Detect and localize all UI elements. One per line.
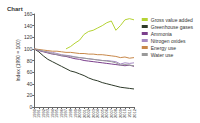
svg-text:1994: 1994 bbox=[49, 109, 55, 118]
svg-text:2004: 2004 bbox=[95, 109, 101, 118]
svg-text:1993: 1993 bbox=[45, 109, 51, 118]
svg-text:2010: 2010 bbox=[122, 109, 128, 118]
svg-text:20: 20 bbox=[27, 92, 33, 98]
svg-text:1997: 1997 bbox=[63, 109, 69, 118]
svg-text:1992: 1992 bbox=[40, 109, 46, 118]
svg-text:2000: 2000 bbox=[77, 109, 83, 118]
svg-text:Gross value added: Gross value added bbox=[151, 17, 193, 23]
svg-text:2011: 2011 bbox=[127, 109, 132, 118]
svg-text:140: 140 bbox=[24, 23, 33, 29]
svg-text:1991: 1991 bbox=[36, 109, 42, 118]
svg-text:Water use: Water use bbox=[151, 52, 174, 58]
svg-text:2006: 2006 bbox=[104, 109, 110, 118]
svg-text:2009: 2009 bbox=[117, 109, 123, 118]
svg-text:Nitrogen oxides: Nitrogen oxides bbox=[151, 38, 186, 44]
svg-text:0: 0 bbox=[29, 104, 33, 110]
svg-text:2003: 2003 bbox=[90, 109, 96, 118]
svg-text:160: 160 bbox=[24, 11, 33, 17]
svg-text:2001: 2001 bbox=[81, 109, 87, 118]
svg-text:1999: 1999 bbox=[72, 109, 78, 118]
svg-text:2002: 2002 bbox=[86, 109, 92, 118]
svg-text:120: 120 bbox=[24, 34, 33, 40]
svg-text:2007: 2007 bbox=[108, 109, 114, 118]
svg-text:2012: 2012 bbox=[132, 108, 137, 118]
svg-text:1995: 1995 bbox=[54, 109, 60, 118]
svg-text:2008: 2008 bbox=[113, 109, 119, 118]
svg-text:1996: 1996 bbox=[58, 109, 64, 118]
svg-text:2005: 2005 bbox=[99, 109, 105, 118]
svg-text:Greenhouse gases: Greenhouse gases bbox=[151, 24, 194, 30]
svg-text:1990: 1990 bbox=[31, 109, 37, 118]
svg-text:100: 100 bbox=[24, 46, 33, 52]
svg-text:Chart: Chart bbox=[7, 6, 23, 12]
svg-text:Index (1990 = 100): Index (1990 = 100) bbox=[15, 39, 21, 81]
svg-text:80: 80 bbox=[27, 58, 33, 64]
svg-text:60: 60 bbox=[27, 69, 33, 75]
svg-text:Energy use: Energy use bbox=[151, 45, 177, 51]
svg-text:40: 40 bbox=[27, 81, 33, 87]
svg-text:1998: 1998 bbox=[68, 109, 73, 118]
svg-text:Ammonia: Ammonia bbox=[151, 31, 172, 37]
